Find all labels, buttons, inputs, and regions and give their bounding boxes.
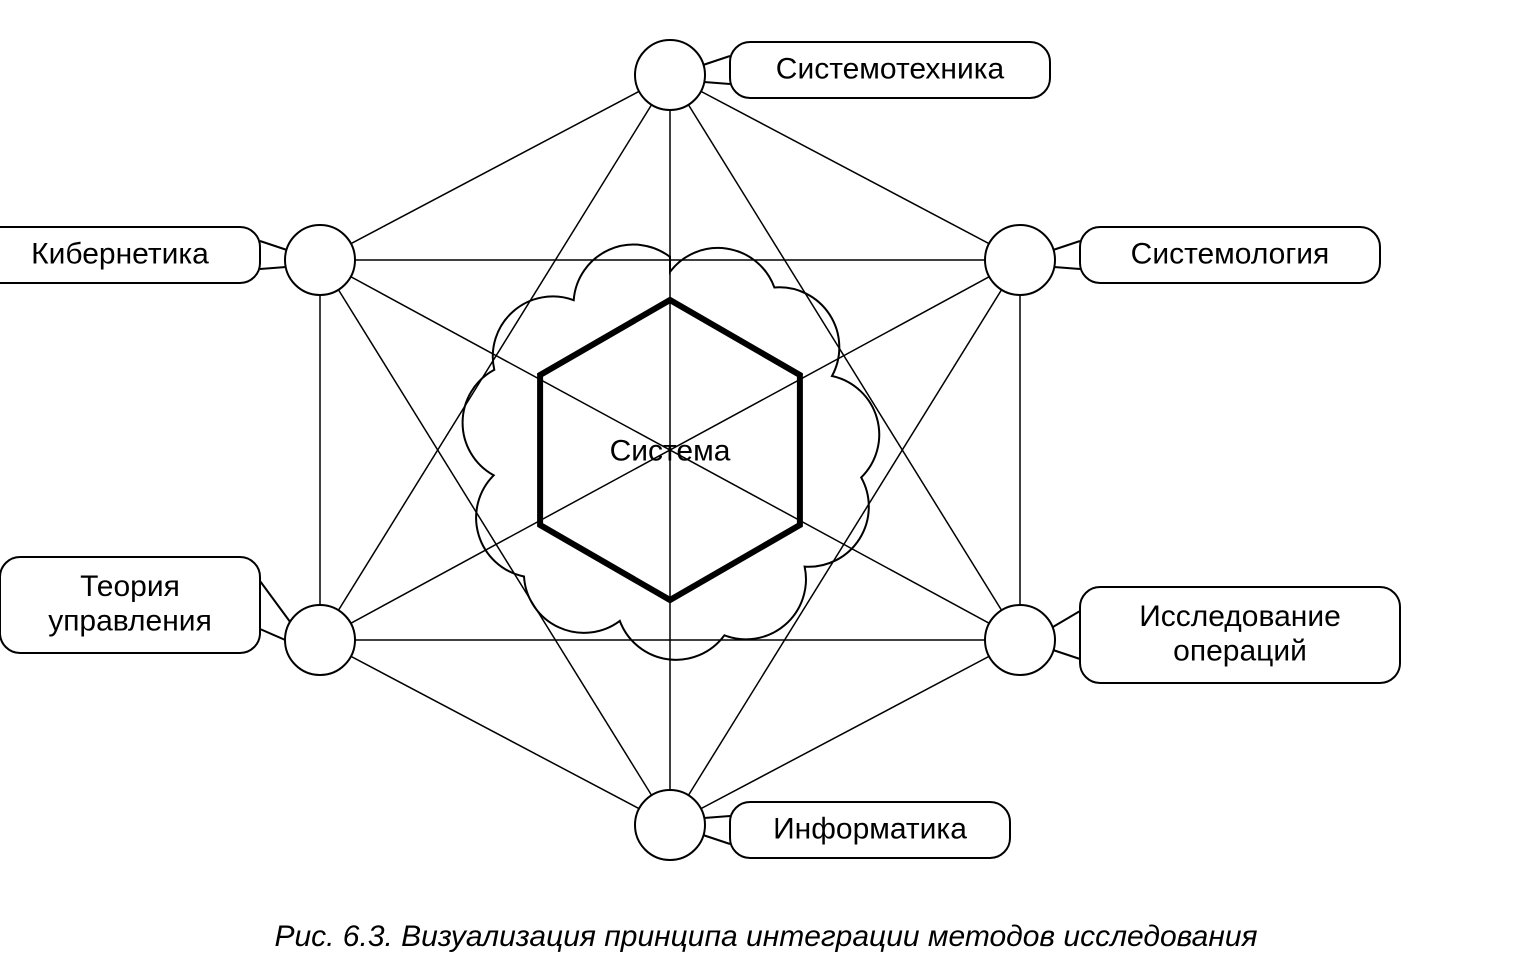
center-group: Система bbox=[463, 245, 880, 660]
node-label-text: управления bbox=[48, 605, 212, 638]
edge bbox=[320, 640, 670, 825]
center-label: Система bbox=[610, 435, 731, 468]
graph-node bbox=[285, 605, 355, 675]
node-label-text: Кибернетика bbox=[31, 237, 209, 270]
graph-node bbox=[985, 605, 1055, 675]
node-label-text: Исследование bbox=[1139, 600, 1341, 633]
node-label-text: Системология bbox=[1131, 237, 1330, 270]
node-label-text: операций bbox=[1173, 635, 1307, 668]
graph-node bbox=[285, 225, 355, 295]
graph-node bbox=[635, 790, 705, 860]
node-label-text: Системотехника bbox=[776, 52, 1005, 85]
edge bbox=[320, 75, 670, 260]
edge bbox=[670, 640, 1020, 825]
node-label-text: Информатика bbox=[773, 812, 967, 845]
edge bbox=[670, 75, 1020, 260]
node-label-text: Теория bbox=[80, 570, 180, 603]
graph-node bbox=[635, 40, 705, 110]
graph-node bbox=[985, 225, 1055, 295]
figure-caption: Рис. 6.3. Визуализация принципа интеграц… bbox=[0, 920, 1532, 954]
